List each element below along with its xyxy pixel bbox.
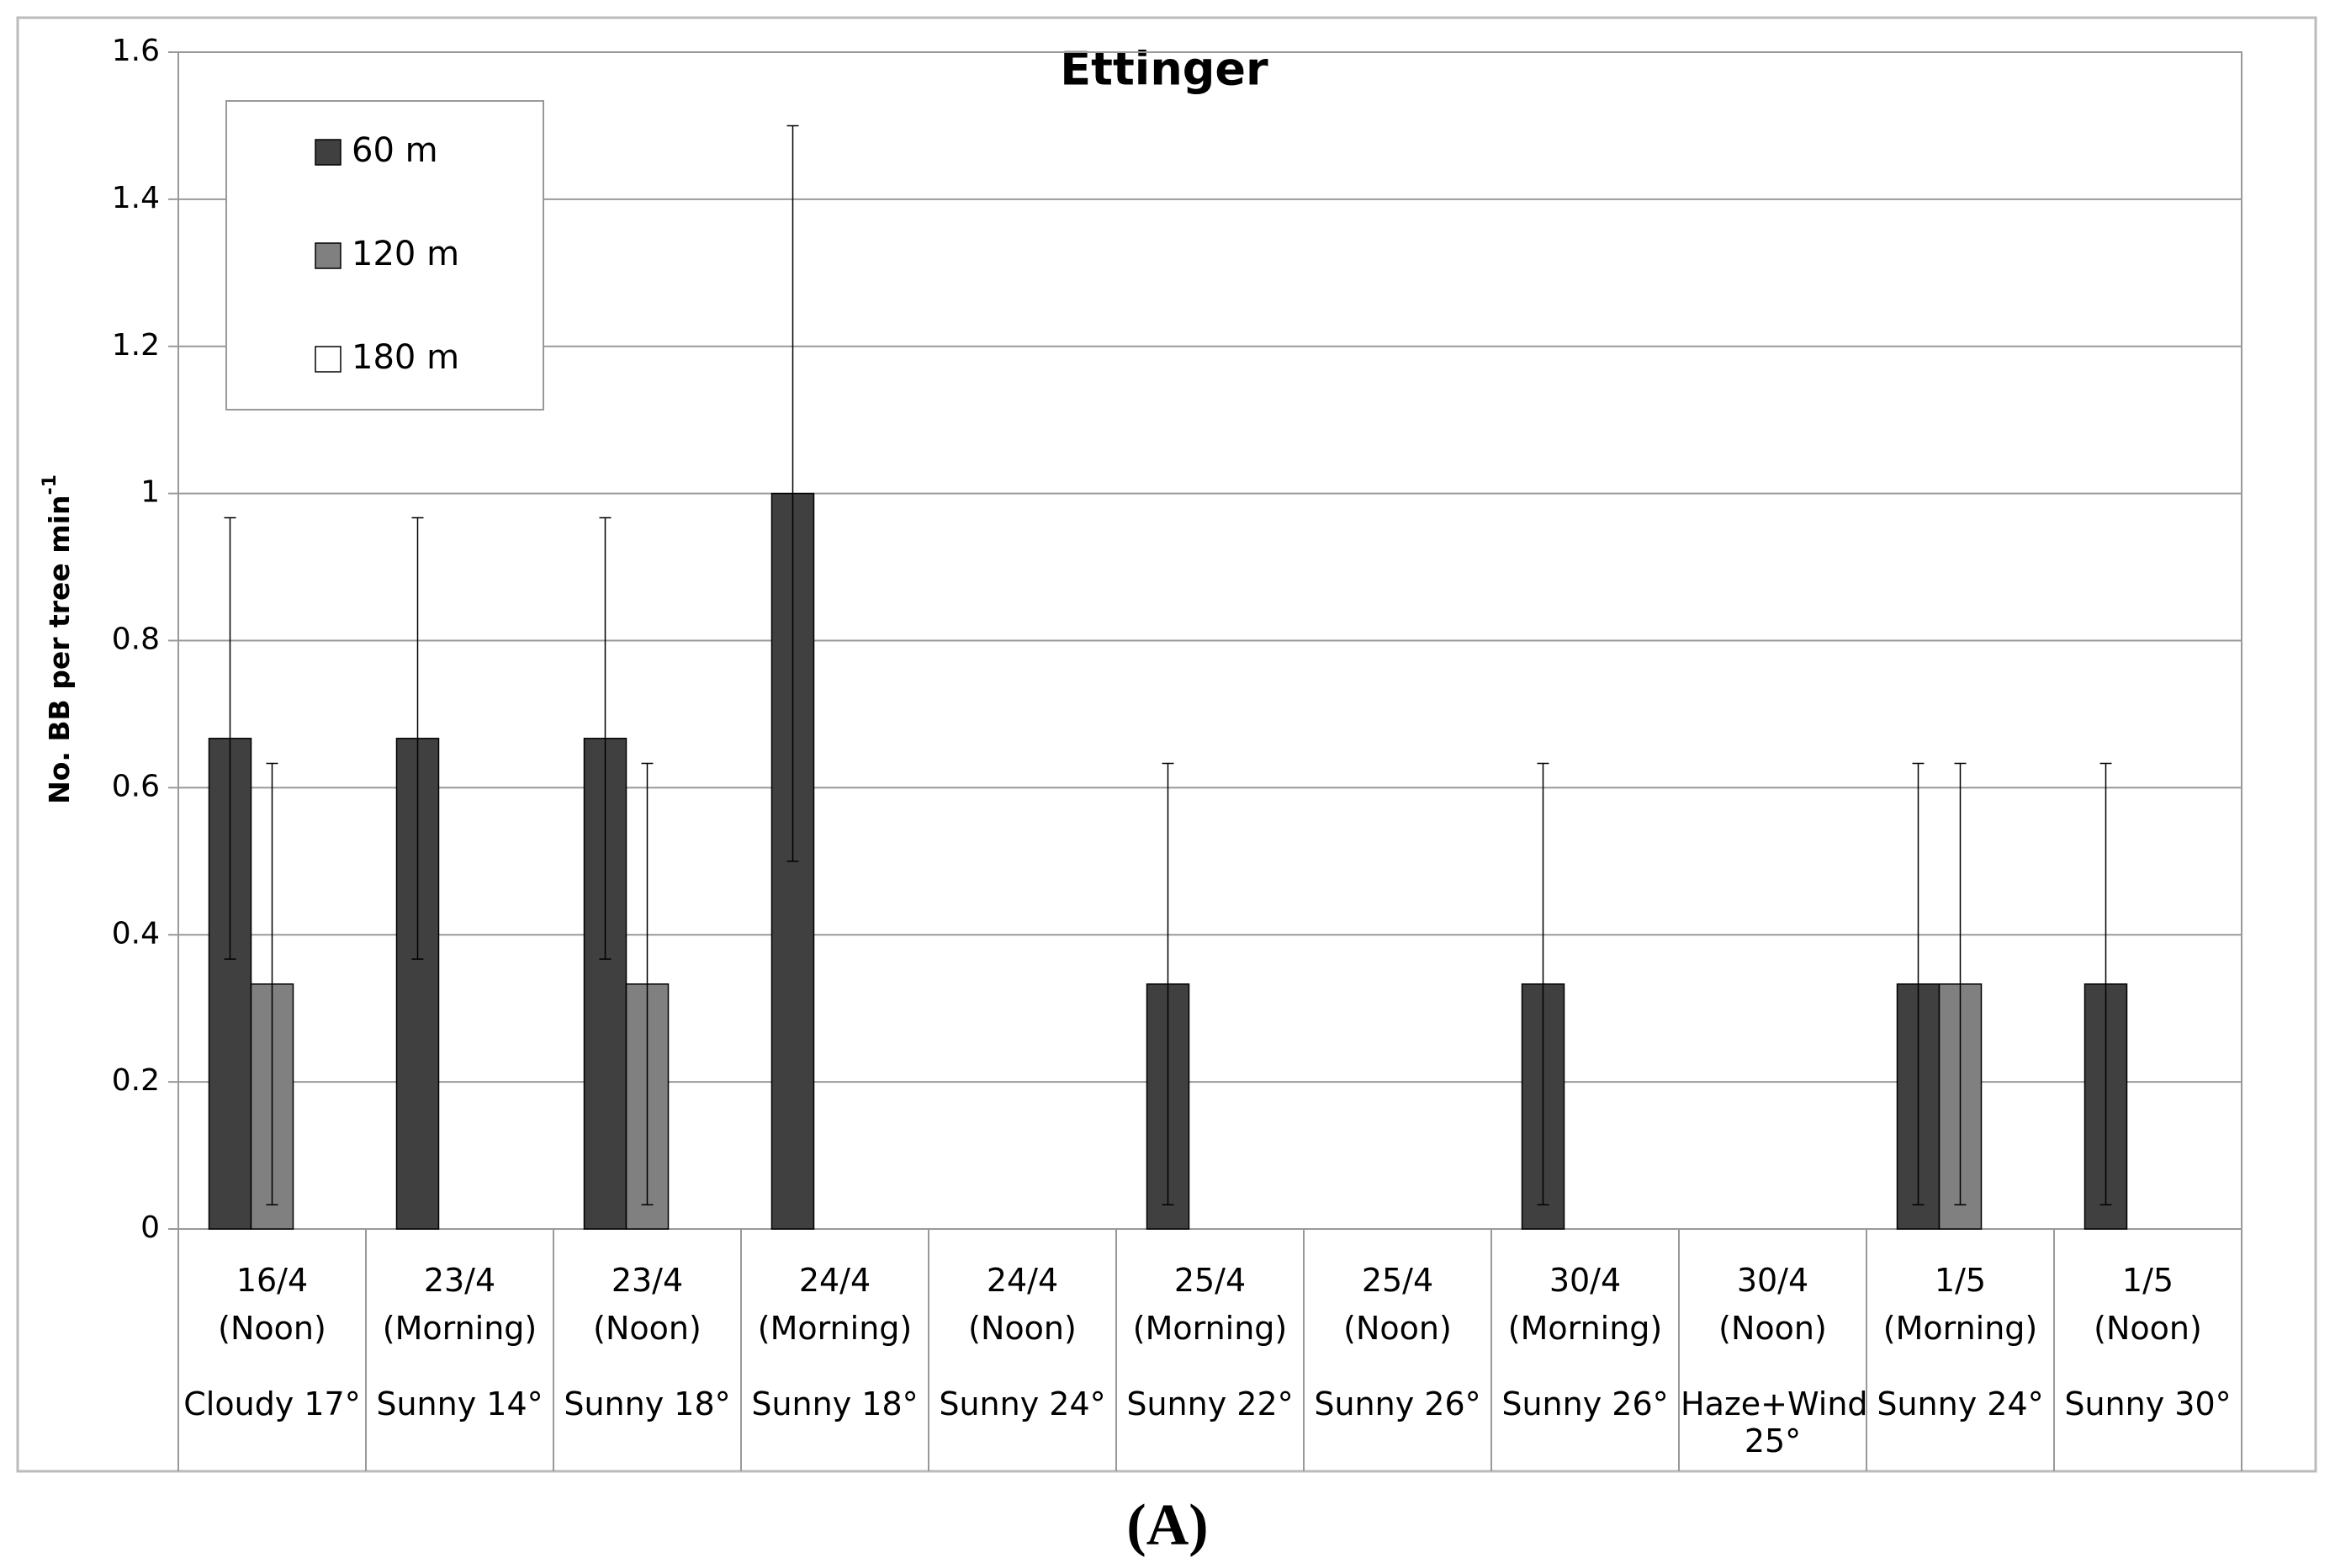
x-tick-label: 30/4	[1549, 1262, 1622, 1299]
error-bar	[641, 762, 654, 1205]
x-tick-label: (Morning)	[1507, 1310, 1663, 1347]
x-tick-label: 23/4	[611, 1262, 684, 1299]
error-bar	[1912, 762, 1925, 1205]
y-tick-label: 1	[140, 475, 160, 510]
error-bar	[1162, 762, 1174, 1205]
legend-swatch	[315, 139, 342, 166]
x-tick-label: Sunny 18°	[751, 1385, 919, 1422]
y-tick-label: 0	[140, 1210, 160, 1245]
x-tick-label: (Morning)	[1132, 1310, 1288, 1347]
y-axis-label: No. BB per tree min-1	[40, 474, 76, 804]
legend-label: 180 m	[352, 338, 459, 377]
x-tick-label: Sunny 26°	[1501, 1385, 1669, 1422]
error-bar	[266, 762, 278, 1205]
x-tick-label: Sunny 24°	[939, 1385, 1106, 1422]
legend-label: 60 m	[352, 131, 438, 170]
error-bar	[786, 124, 799, 862]
x-tick-label: (Noon)	[968, 1310, 1077, 1347]
error-bar	[224, 516, 236, 960]
x-tick-label: (Noon)	[593, 1310, 702, 1347]
error-bar	[411, 516, 424, 960]
y-tick-label: 0.4	[112, 916, 160, 951]
y-tick-label: 1.4	[112, 181, 160, 215]
caption: (A)	[1126, 1493, 1208, 1558]
error-bar	[1537, 762, 1549, 1205]
x-tick-label: Sunny 14°	[376, 1385, 543, 1422]
error-bar	[1954, 762, 1967, 1205]
y-axis-label-text: No. BB per tree min	[43, 495, 76, 804]
x-tick-label: 24/4	[986, 1262, 1059, 1299]
y-tick-label: 1.2	[112, 328, 160, 363]
x-tick-label: (Morning)	[757, 1310, 913, 1347]
legend-swatch	[315, 242, 342, 269]
x-tick-label: Sunny 24°	[1877, 1385, 2044, 1422]
x-tick-label: Haze+Wind 25°	[1681, 1385, 1868, 1459]
error-bar	[599, 516, 612, 960]
x-tick-label: (Morning)	[382, 1310, 537, 1347]
x-tick-label: Sunny 26°	[1314, 1385, 1481, 1422]
x-tick-label: Sunny 22°	[1126, 1385, 1294, 1422]
x-tick-label: 16/4	[236, 1262, 309, 1299]
y-tick-label: 0.6	[112, 769, 160, 803]
legend-box	[225, 100, 544, 411]
y-axis-label-sup: -1	[40, 474, 61, 495]
y-tick-label: 0.8	[112, 622, 160, 657]
x-tick-label: (Noon)	[218, 1310, 326, 1347]
x-tick-label: 25/4	[1173, 1262, 1247, 1299]
y-tick-label: 0.2	[112, 1063, 160, 1098]
x-tick-label: 25/4	[1361, 1262, 1434, 1299]
x-tick-label: (Noon)	[2094, 1310, 2202, 1347]
chart-border	[16, 16, 2317, 1473]
x-tick-label: 23/4	[423, 1262, 496, 1299]
error-bar	[2099, 762, 2112, 1205]
x-tick-label: 1/5	[2121, 1262, 2174, 1299]
x-tick-label: 1/5	[1934, 1262, 1987, 1299]
x-tick-label: 30/4	[1736, 1262, 1809, 1299]
x-tick-label: Sunny 30°	[2064, 1385, 2232, 1422]
chart-title: Ettinger	[1060, 43, 1268, 96]
x-tick-label: (Morning)	[1882, 1310, 2038, 1347]
x-tick-label: Cloudy 17°	[183, 1385, 361, 1422]
x-tick-label: 24/4	[798, 1262, 871, 1299]
legend-swatch	[315, 346, 342, 373]
x-tick-label: (Noon)	[1343, 1310, 1452, 1347]
y-tick-label: 1.6	[112, 34, 160, 68]
x-tick-label: Sunny 18°	[564, 1385, 731, 1422]
x-tick-label: (Noon)	[1718, 1310, 1827, 1347]
legend-label: 120 m	[352, 235, 459, 273]
